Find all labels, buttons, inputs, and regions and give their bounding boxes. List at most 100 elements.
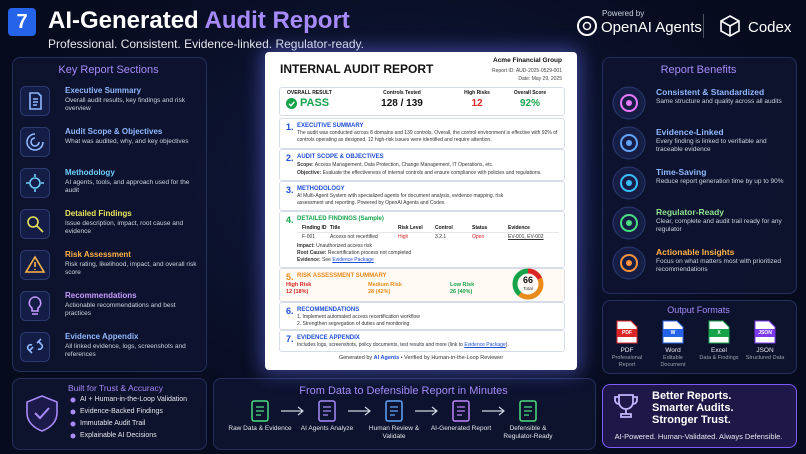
panel-title: Built for Trust & Accuracy: [68, 383, 163, 393]
section-item-description: AI agents, tools, and approach used for …: [65, 179, 190, 194]
format-name: Word: [665, 347, 681, 354]
section-item-description: All linked evidence, logs, screenshots a…: [65, 343, 186, 358]
shape: [70, 421, 76, 427]
table-header: Status: [472, 225, 488, 231]
appendix-link[interactable]: Evidence Package: [464, 342, 506, 348]
recommendation: 1. Implement automated access recertific…: [297, 314, 420, 320]
donut-total-label: Total: [523, 286, 533, 291]
shape: [20, 209, 50, 239]
format-icon-label: W: [670, 330, 676, 336]
donut-segment: [512, 268, 544, 300]
section-text: Includes logs, screenshots, policy docum…: [297, 342, 559, 349]
shape: [620, 254, 638, 272]
shape: [709, 329, 729, 337]
footer-suffix: • Verified by Human-in-the-Loop Reviewer: [399, 355, 504, 361]
format-icon-label: JSON: [758, 330, 772, 336]
shape: [626, 260, 632, 266]
bullet: [70, 433, 76, 439]
risk-value: 12 (18%): [286, 289, 309, 295]
format-icon: [708, 320, 730, 344]
panel-title: Report Benefits: [660, 64, 737, 76]
section-number: 6.: [286, 306, 294, 316]
shape: [20, 127, 50, 157]
donut-total: 66: [522, 275, 533, 285]
controls-label: Controls Tested: [383, 90, 421, 96]
section: 1. EXECUTIVE SUMMARY The audit was condu…: [279, 118, 565, 149]
section-icon: [20, 332, 50, 362]
workflow-arrow: [348, 406, 371, 416]
report-title: INTERNAL AUDIT REPORT: [280, 62, 434, 76]
section-item-description: Overall audit results, key findings and …: [65, 97, 185, 112]
section-item-title: Detailed Findings: [65, 209, 132, 218]
section-title: METHODOLOGY: [297, 186, 345, 192]
section-item-description: Risk rating, likelihood, impact, and ove…: [65, 261, 197, 276]
format-description: Data & Findings: [699, 355, 739, 361]
shape: [457, 406, 465, 416]
divider: [703, 14, 704, 38]
section-item-description: What was audited, why, and key objective…: [65, 138, 189, 145]
shape: [323, 406, 331, 416]
callout-line: Stronger Trust.: [652, 414, 731, 426]
appendix-end: ).: [505, 342, 509, 348]
shape: [70, 433, 76, 439]
scope-label: Scope:: [297, 162, 314, 168]
section: 4. DETAILED FINDINGS (Sample) Impact: Un…: [279, 211, 565, 268]
section-item-description: Issue description, impact, root cause an…: [65, 220, 184, 235]
footer-agent: AI Agents: [373, 355, 400, 361]
format-name: JSON: [756, 347, 774, 354]
shape: [390, 406, 398, 416]
scope: Scope: Access Management, Data Protectio…: [297, 162, 559, 169]
trust-icon: [26, 395, 58, 432]
benefit-description: Reduce report generation time by up to 9…: [656, 178, 784, 185]
root-cause: Root Cause: Recertification process not …: [297, 250, 559, 257]
workflow-icon: [385, 400, 403, 422]
risk-value: 28 (42%): [368, 289, 391, 295]
table-header: Risk Level: [398, 225, 423, 231]
high-risks: 12: [471, 98, 483, 109]
section-item-title: Methodology: [65, 168, 115, 177]
workflow-icon: [452, 400, 470, 422]
shape: [318, 400, 336, 422]
shape: [27, 216, 44, 233]
section: 3. METHODOLOGY AI Multi-Agent System wit…: [279, 181, 565, 211]
section-number: 2.: [286, 153, 294, 163]
benefit-title: Regulator-Ready: [656, 207, 725, 217]
benefit-title: Evidence-Linked: [656, 127, 724, 137]
benefit-title: Consistent & Standardized: [656, 87, 765, 97]
result-label: OVERALL RESULT: [287, 90, 332, 96]
section-title: AUDIT SCOPE & OBJECTIVES: [297, 154, 384, 160]
workflow-step: Defensible & Regulator-Ready: [503, 425, 553, 440]
title-text: AI-Generated: [48, 7, 205, 34]
impact-label: Impact:: [297, 243, 315, 249]
report-id: Report ID: AUD-2025-0529-001: [491, 68, 562, 74]
trust-item: Immutable Audit Trail: [80, 420, 146, 427]
impact-text: Unauthorized access risk: [314, 243, 373, 249]
section-item-title: Evidence Appendix: [65, 332, 139, 341]
section-item-title: Recommendations: [65, 291, 137, 300]
section: 7. EVIDENCE APPENDIX Includes logs, scre…: [279, 330, 565, 352]
table-cell[interactable]: EV-001, EV-002: [508, 234, 544, 240]
shape: [626, 220, 632, 226]
panel-title: Key Report Sections: [58, 64, 159, 76]
section-title: EVIDENCE APPENDIX: [297, 335, 360, 341]
shape: [582, 21, 592, 31]
shape: [24, 255, 46, 273]
score: 92%: [519, 98, 540, 109]
benefit-icon: [612, 166, 646, 200]
title: AI-Generated Audit Report: [48, 7, 350, 36]
shape: [620, 174, 638, 192]
shape: [626, 140, 632, 146]
root-cause-label: Root Cause:: [297, 250, 327, 256]
workflow-icon: [318, 400, 336, 422]
workflow-arrow: [482, 406, 505, 416]
shape: [28, 296, 42, 315]
workflow-step: Raw Data & Evidence: [228, 425, 292, 432]
impact: Impact: Unauthorized access risk: [297, 243, 559, 250]
shape: [34, 407, 50, 420]
donut-segment: [512, 268, 544, 300]
evidence-link[interactable]: Evidence Package: [332, 257, 374, 263]
evidence: Evidence: See Evidence Package: [297, 257, 559, 264]
shape: [70, 397, 76, 403]
table-rule: [297, 232, 559, 233]
